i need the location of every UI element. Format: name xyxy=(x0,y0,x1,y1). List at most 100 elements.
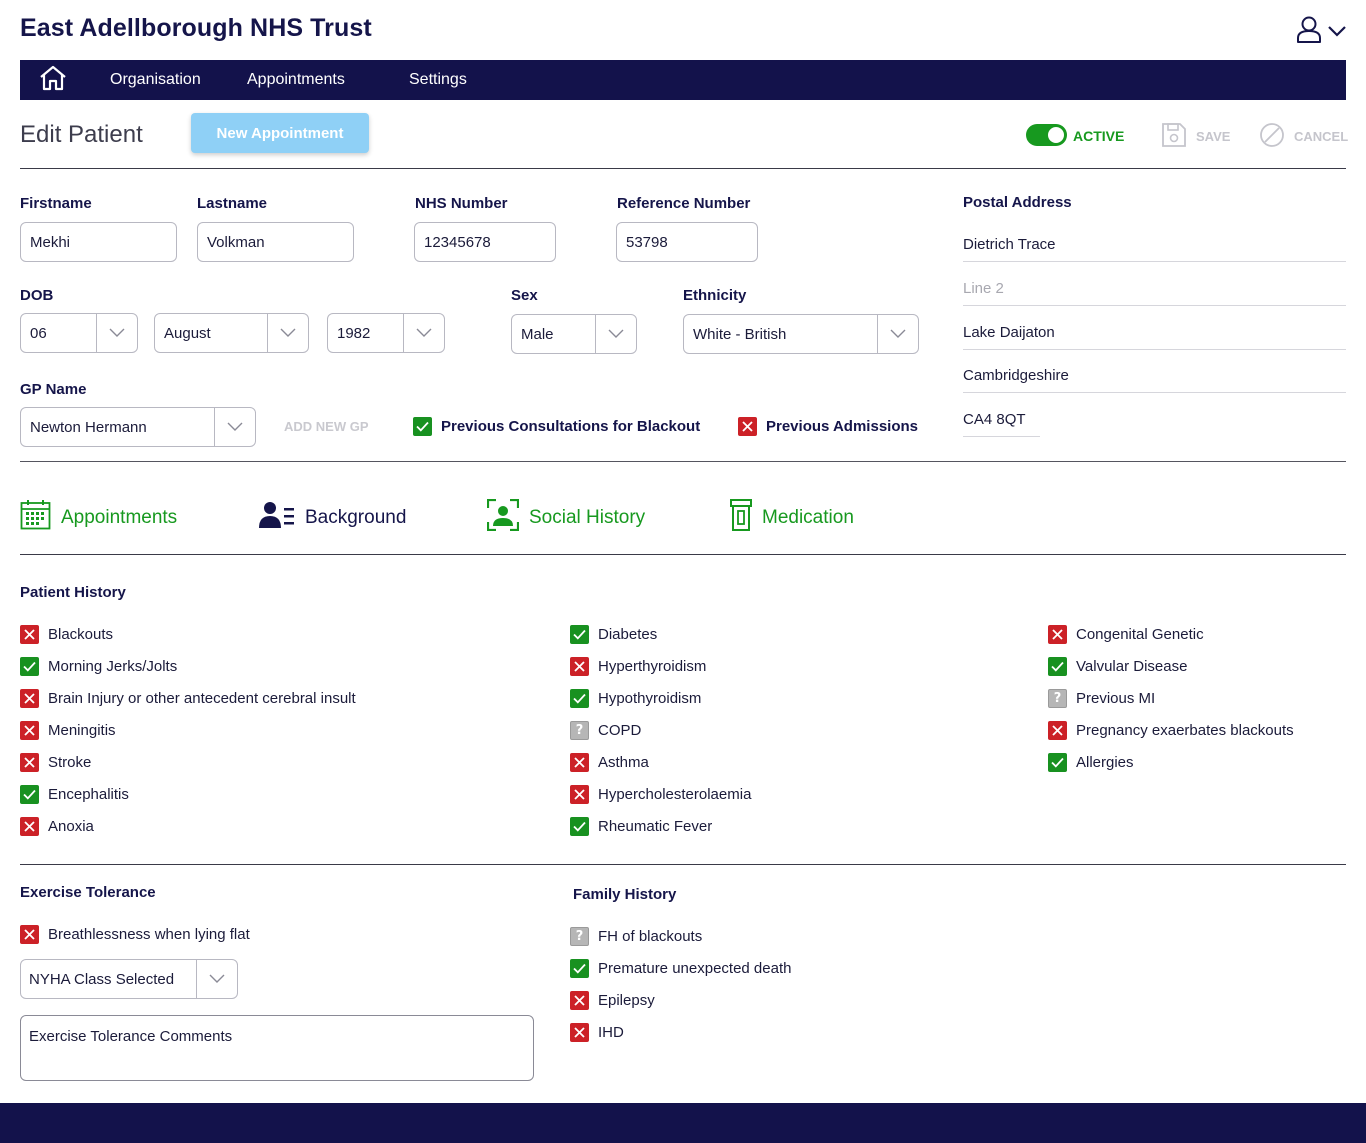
tab-background[interactable]: Background xyxy=(259,501,406,535)
checked-icon[interactable] xyxy=(20,657,39,676)
checked-icon[interactable] xyxy=(570,817,589,836)
history-item-label: Asthma xyxy=(598,754,649,771)
history-item[interactable]: Diabetes xyxy=(570,625,751,644)
unknown-icon[interactable]: ? xyxy=(570,721,589,740)
history-item[interactable]: Rheumatic Fever xyxy=(570,817,751,836)
address-line2-input[interactable]: Line 2 xyxy=(963,280,1346,306)
lastname-input[interactable]: Volkman xyxy=(197,222,354,262)
crossed-icon[interactable] xyxy=(570,991,589,1010)
history-item[interactable]: Valvular Disease xyxy=(1048,657,1294,676)
history-item[interactable]: Encephalitis xyxy=(20,785,356,804)
crossed-icon[interactable] xyxy=(20,625,39,644)
chevron-down-icon[interactable] xyxy=(196,960,237,998)
exercise-tolerance-comments[interactable]: Exercise Tolerance Comments xyxy=(20,1015,534,1081)
chevron-down-icon[interactable] xyxy=(403,314,444,352)
home-icon[interactable] xyxy=(39,65,67,96)
sex-select[interactable]: Male xyxy=(511,314,637,354)
history-item[interactable]: ? Previous MI xyxy=(1048,689,1294,708)
history-item[interactable]: IHD xyxy=(570,1023,791,1042)
nhs-number-input[interactable]: 12345678 xyxy=(414,222,556,262)
crossed-icon[interactable] xyxy=(570,1023,589,1042)
history-item[interactable]: Hypothyroidism xyxy=(570,689,751,708)
checked-icon[interactable] xyxy=(570,959,589,978)
save-button[interactable]: SAVE xyxy=(1161,122,1230,151)
crossed-icon[interactable] xyxy=(20,721,39,740)
prev-admissions-flag[interactable]: Previous Admissions xyxy=(738,417,918,436)
user-menu[interactable] xyxy=(1296,16,1346,49)
save-icon xyxy=(1161,122,1187,151)
history-item-label: Hypothyroidism xyxy=(598,690,702,707)
tab-appointments[interactable]: Appointments xyxy=(20,499,177,536)
history-item[interactable]: Hypercholesterolaemia xyxy=(570,785,751,804)
add-new-gp-button[interactable]: ADD NEW GP xyxy=(284,419,369,434)
history-item[interactable]: Asthma xyxy=(570,753,751,772)
unknown-icon[interactable]: ? xyxy=(1048,689,1067,708)
address-town-input[interactable]: Lake Daijaton xyxy=(963,324,1346,350)
checked-icon[interactable] xyxy=(1048,753,1067,772)
history-item[interactable]: ? FH of blackouts xyxy=(570,927,791,946)
history-item[interactable]: Hyperthyroidism xyxy=(570,657,751,676)
firstname-input[interactable]: Mekhi xyxy=(20,222,177,262)
history-item[interactable]: Meningitis xyxy=(20,721,356,740)
checked-icon[interactable] xyxy=(1048,657,1067,676)
dob-day-select[interactable]: 06 xyxy=(20,313,138,353)
nav-settings[interactable]: Settings xyxy=(409,71,467,88)
crossed-icon[interactable] xyxy=(1048,625,1067,644)
chevron-down-icon[interactable] xyxy=(96,314,137,352)
gp-name-select[interactable]: Newton Hermann xyxy=(20,407,256,447)
checked-icon[interactable] xyxy=(20,785,39,804)
user-icon[interactable] xyxy=(1296,16,1322,49)
tab-medication[interactable]: Medication xyxy=(730,499,854,537)
nav-appointments[interactable]: Appointments xyxy=(247,71,345,88)
history-item-label: IHD xyxy=(598,1024,624,1041)
tab-social-history[interactable]: Social History xyxy=(486,498,645,537)
prev-consultations-flag[interactable]: Previous Consultations for Blackout xyxy=(413,417,700,436)
chevron-down-icon[interactable] xyxy=(1328,24,1346,42)
history-item[interactable]: Anoxia xyxy=(20,817,356,836)
crossed-icon[interactable] xyxy=(20,689,39,708)
breathlessness-item[interactable]: Breathlessness when lying flat xyxy=(20,925,250,944)
checked-icon[interactable] xyxy=(570,625,589,644)
ethnicity-select[interactable]: White - British xyxy=(683,314,919,354)
history-item[interactable]: Brain Injury or other antecedent cerebra… xyxy=(20,689,356,708)
chevron-down-icon[interactable] xyxy=(214,408,255,446)
nyha-class-select[interactable]: NYHA Class Selected xyxy=(20,959,238,999)
history-item[interactable]: Premature unexpected death xyxy=(570,959,791,978)
unknown-icon[interactable]: ? xyxy=(570,927,589,946)
history-item[interactable]: Morning Jerks/Jolts xyxy=(20,657,356,676)
crossed-icon[interactable] xyxy=(570,657,589,676)
history-item[interactable]: Pregnancy exaerbates blackouts xyxy=(1048,721,1294,740)
crossed-icon[interactable] xyxy=(1048,721,1067,740)
address-county-input[interactable]: Cambridgeshire xyxy=(963,367,1346,393)
history-item[interactable]: Blackouts xyxy=(20,625,356,644)
checked-icon[interactable] xyxy=(570,689,589,708)
crossed-icon[interactable] xyxy=(570,753,589,772)
dob-year-select[interactable]: 1982 xyxy=(327,313,445,353)
nav-organisation[interactable]: Organisation xyxy=(110,71,201,88)
dob-month-select[interactable]: August xyxy=(154,313,309,353)
crossed-icon[interactable] xyxy=(738,417,757,436)
history-item[interactable]: Allergies xyxy=(1048,753,1294,772)
cancel-button[interactable]: CANCEL xyxy=(1259,122,1348,151)
patient-history-title: Patient History xyxy=(20,584,126,601)
active-toggle[interactable] xyxy=(1026,124,1067,146)
family-history-title: Family History xyxy=(573,886,677,903)
history-item[interactable]: Congenital Genetic xyxy=(1048,625,1294,644)
crossed-icon[interactable] xyxy=(20,753,39,772)
crossed-icon[interactable] xyxy=(570,785,589,804)
reference-number-input[interactable]: 53798 xyxy=(616,222,758,262)
chevron-down-icon[interactable] xyxy=(267,314,308,352)
address-postcode-input[interactable]: CA4 8QT xyxy=(963,411,1040,437)
address-line1-input[interactable]: Dietrich Trace xyxy=(963,236,1346,262)
crossed-icon[interactable] xyxy=(20,925,39,944)
history-item[interactable]: ? COPD xyxy=(570,721,751,740)
history-item[interactable]: Stroke xyxy=(20,753,356,772)
checked-icon[interactable] xyxy=(413,417,432,436)
home-button[interactable] xyxy=(20,60,86,100)
new-appointment-button[interactable]: New Appointment xyxy=(191,113,369,153)
crossed-icon[interactable] xyxy=(20,817,39,836)
chevron-down-icon[interactable] xyxy=(595,315,636,353)
chevron-down-icon[interactable] xyxy=(877,315,918,353)
history-item[interactable]: Epilepsy xyxy=(570,991,791,1010)
divider xyxy=(20,554,1346,555)
